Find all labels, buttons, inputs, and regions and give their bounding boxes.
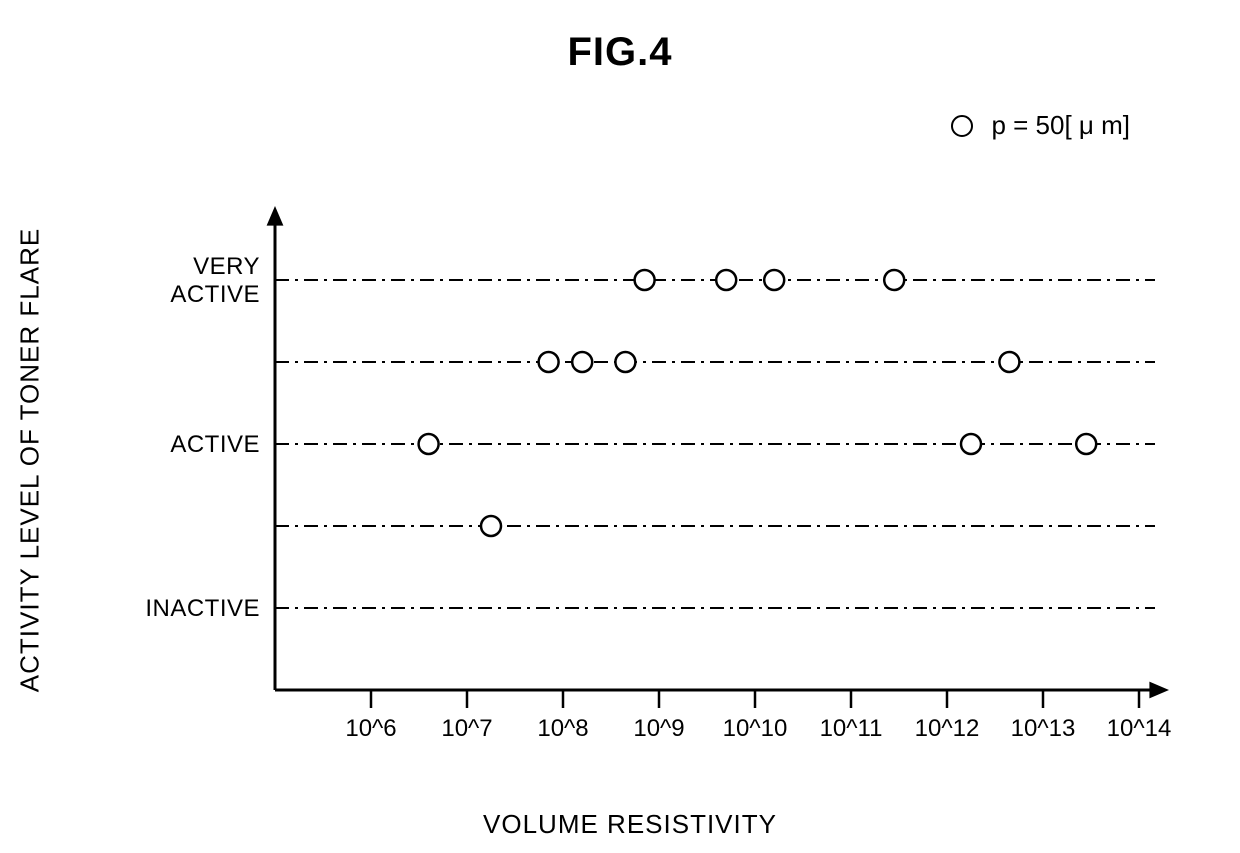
x-tick-label: 10^8 <box>537 715 588 742</box>
data-point <box>615 352 635 372</box>
x-tick-label: 10^11 <box>820 715 883 742</box>
x-tick-label: 10^7 <box>441 715 492 742</box>
figure-title: FIG.4 <box>0 30 1240 75</box>
data-point <box>716 270 736 290</box>
data-point <box>961 434 981 454</box>
data-point <box>999 352 1019 372</box>
chart-area: ACTIVITY LEVEL OF TONER FLARE 10^610^710… <box>85 150 1175 770</box>
y-tick-label: ACTIVE <box>170 431 260 458</box>
x-tick-label: 10^12 <box>915 715 980 742</box>
y-tick-label: INACTIVE <box>145 595 260 622</box>
x-tick-label: 10^13 <box>1011 715 1076 742</box>
legend-marker-icon <box>951 115 973 137</box>
x-axis-label: VOLUME RESISTIVITY <box>85 809 1175 840</box>
data-point <box>884 270 904 290</box>
data-point <box>764 270 784 290</box>
x-tick-label: 10^14 <box>1107 715 1172 742</box>
x-tick-label: 10^6 <box>345 715 396 742</box>
legend-label: p = 50[ μ m] <box>991 110 1130 141</box>
scatter-plot: 10^6 10^7 10^8 10^9 10^10 10^11 10^12 10^13 10^1… <box>85 150 1175 770</box>
x-tick-label: 10^10 <box>723 715 788 742</box>
data-point <box>419 434 439 454</box>
legend: p = 50[ μ m] <box>951 110 1130 141</box>
x-tick-label: 10^9 <box>633 715 684 742</box>
y-tick-label: ACTIVE <box>170 281 260 308</box>
data-point <box>539 352 559 372</box>
y-tick-label: VERY <box>193 253 260 280</box>
y-axis-label: ACTIVITY LEVEL OF TONER FLARE <box>15 228 46 692</box>
data-point <box>635 270 655 290</box>
data-point <box>481 516 501 536</box>
data-point <box>1076 434 1096 454</box>
data-point <box>572 352 592 372</box>
